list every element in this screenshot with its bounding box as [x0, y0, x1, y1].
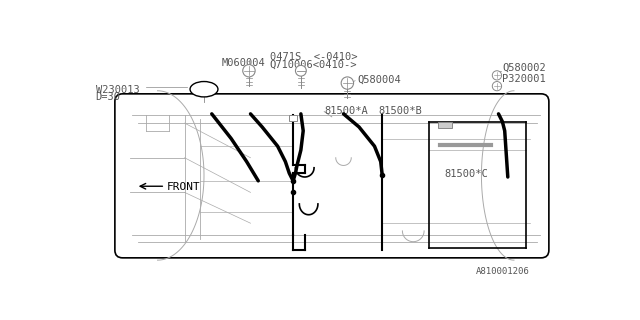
Bar — [289, 116, 297, 121]
Circle shape — [492, 71, 502, 80]
Text: 81500*A: 81500*A — [324, 106, 368, 116]
Text: A810001206: A810001206 — [476, 267, 529, 276]
Ellipse shape — [190, 82, 218, 97]
Text: 81500*B: 81500*B — [378, 106, 422, 116]
Circle shape — [492, 82, 502, 91]
Bar — [438, 122, 452, 128]
Text: 81500*C: 81500*C — [444, 169, 488, 179]
Text: FRONT: FRONT — [167, 182, 200, 192]
Circle shape — [296, 65, 307, 76]
Text: Q580002: Q580002 — [502, 63, 546, 73]
Text: D=30: D=30 — [95, 92, 120, 102]
Text: P320001: P320001 — [502, 74, 546, 84]
Text: Q580004: Q580004 — [358, 75, 401, 84]
Circle shape — [341, 77, 353, 89]
Circle shape — [243, 65, 255, 77]
Text: Q710006<0410->: Q710006<0410-> — [270, 60, 357, 70]
Text: W230013: W230013 — [95, 84, 140, 95]
Text: M060004: M060004 — [222, 58, 266, 68]
Text: 0471S  <-0410>: 0471S <-0410> — [270, 52, 357, 62]
